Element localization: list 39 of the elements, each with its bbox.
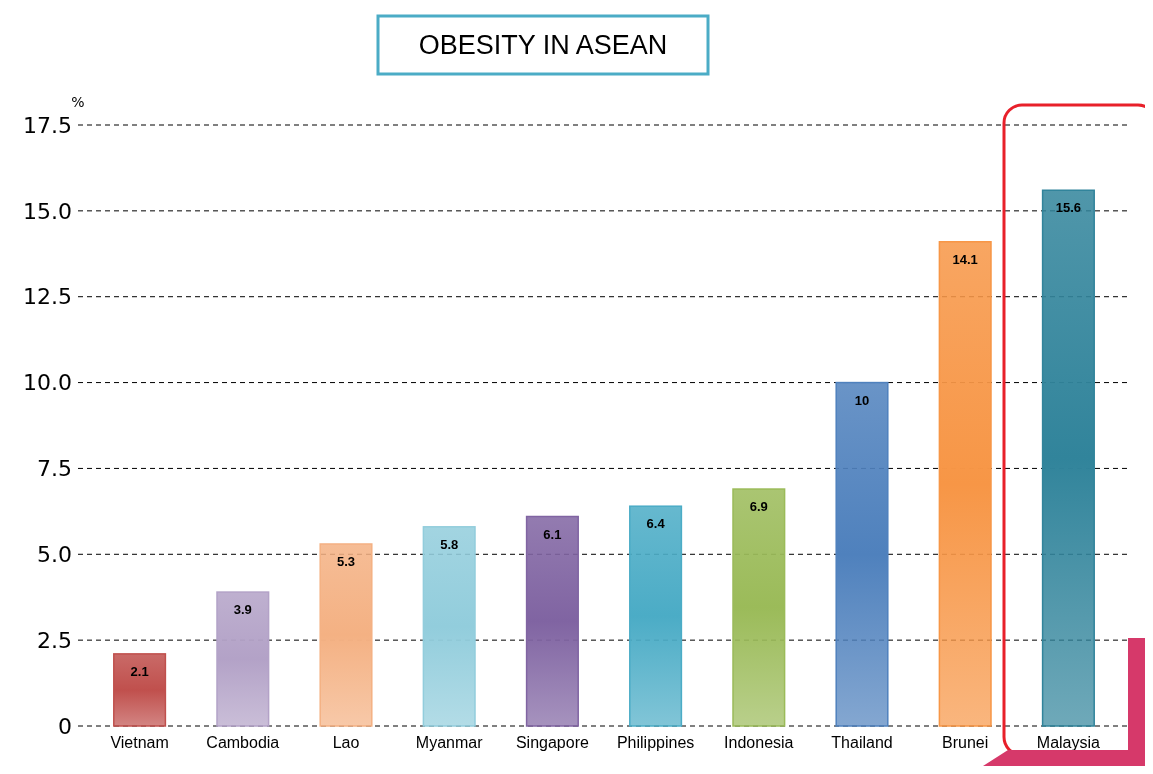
data-label: 15.6 (1055, 200, 1082, 216)
y-axis-title: % (71, 94, 85, 110)
data-label: 6.1 (543, 526, 562, 542)
y-tick-label: 10.0 (23, 370, 72, 396)
y-tick-label: 0 (58, 713, 72, 739)
data-label: 5.8 (440, 536, 459, 552)
bar (216, 591, 270, 727)
x-tick-label: Vietnam (110, 734, 169, 751)
data-label: 6.4 (646, 516, 666, 532)
x-tick-label: Singapore (515, 734, 589, 751)
x-tick-label: Lao (332, 734, 360, 751)
x-tick-label: Cambodia (206, 734, 280, 751)
data-label: 5.3 (336, 553, 356, 569)
y-tick-label: 2.5 (37, 627, 72, 653)
y-tick-label: 12.5 (23, 284, 72, 310)
bar (422, 526, 476, 727)
x-tick-label: Malaysia (1036, 734, 1101, 751)
x-tick-label: Thailand (831, 734, 893, 751)
bar (629, 505, 683, 727)
x-tick-label: Brunei (942, 734, 989, 751)
y-tick-label: 7.5 (37, 456, 72, 482)
y-tick-label: 5.0 (37, 541, 72, 567)
data-label: 14.1 (952, 251, 978, 267)
bar (113, 653, 167, 727)
x-tick-label: Myanmar (415, 734, 484, 751)
data-label: 6.9 (749, 499, 768, 515)
data-label: 3.9 (233, 602, 252, 618)
bar (319, 543, 373, 727)
data-label: 10 (854, 392, 870, 408)
x-tick-label: Indonesia (724, 734, 794, 751)
chart-title: OBESITY IN ASEAN (418, 30, 668, 60)
y-tick-label: 15.0 (23, 198, 72, 224)
bar (835, 381, 889, 727)
bar (732, 488, 786, 727)
data-label: 2.1 (130, 663, 149, 679)
bar (938, 241, 992, 727)
x-tick-label: Philippines (616, 734, 695, 751)
bar (525, 515, 579, 727)
y-tick-label: 17.5 (23, 112, 72, 138)
